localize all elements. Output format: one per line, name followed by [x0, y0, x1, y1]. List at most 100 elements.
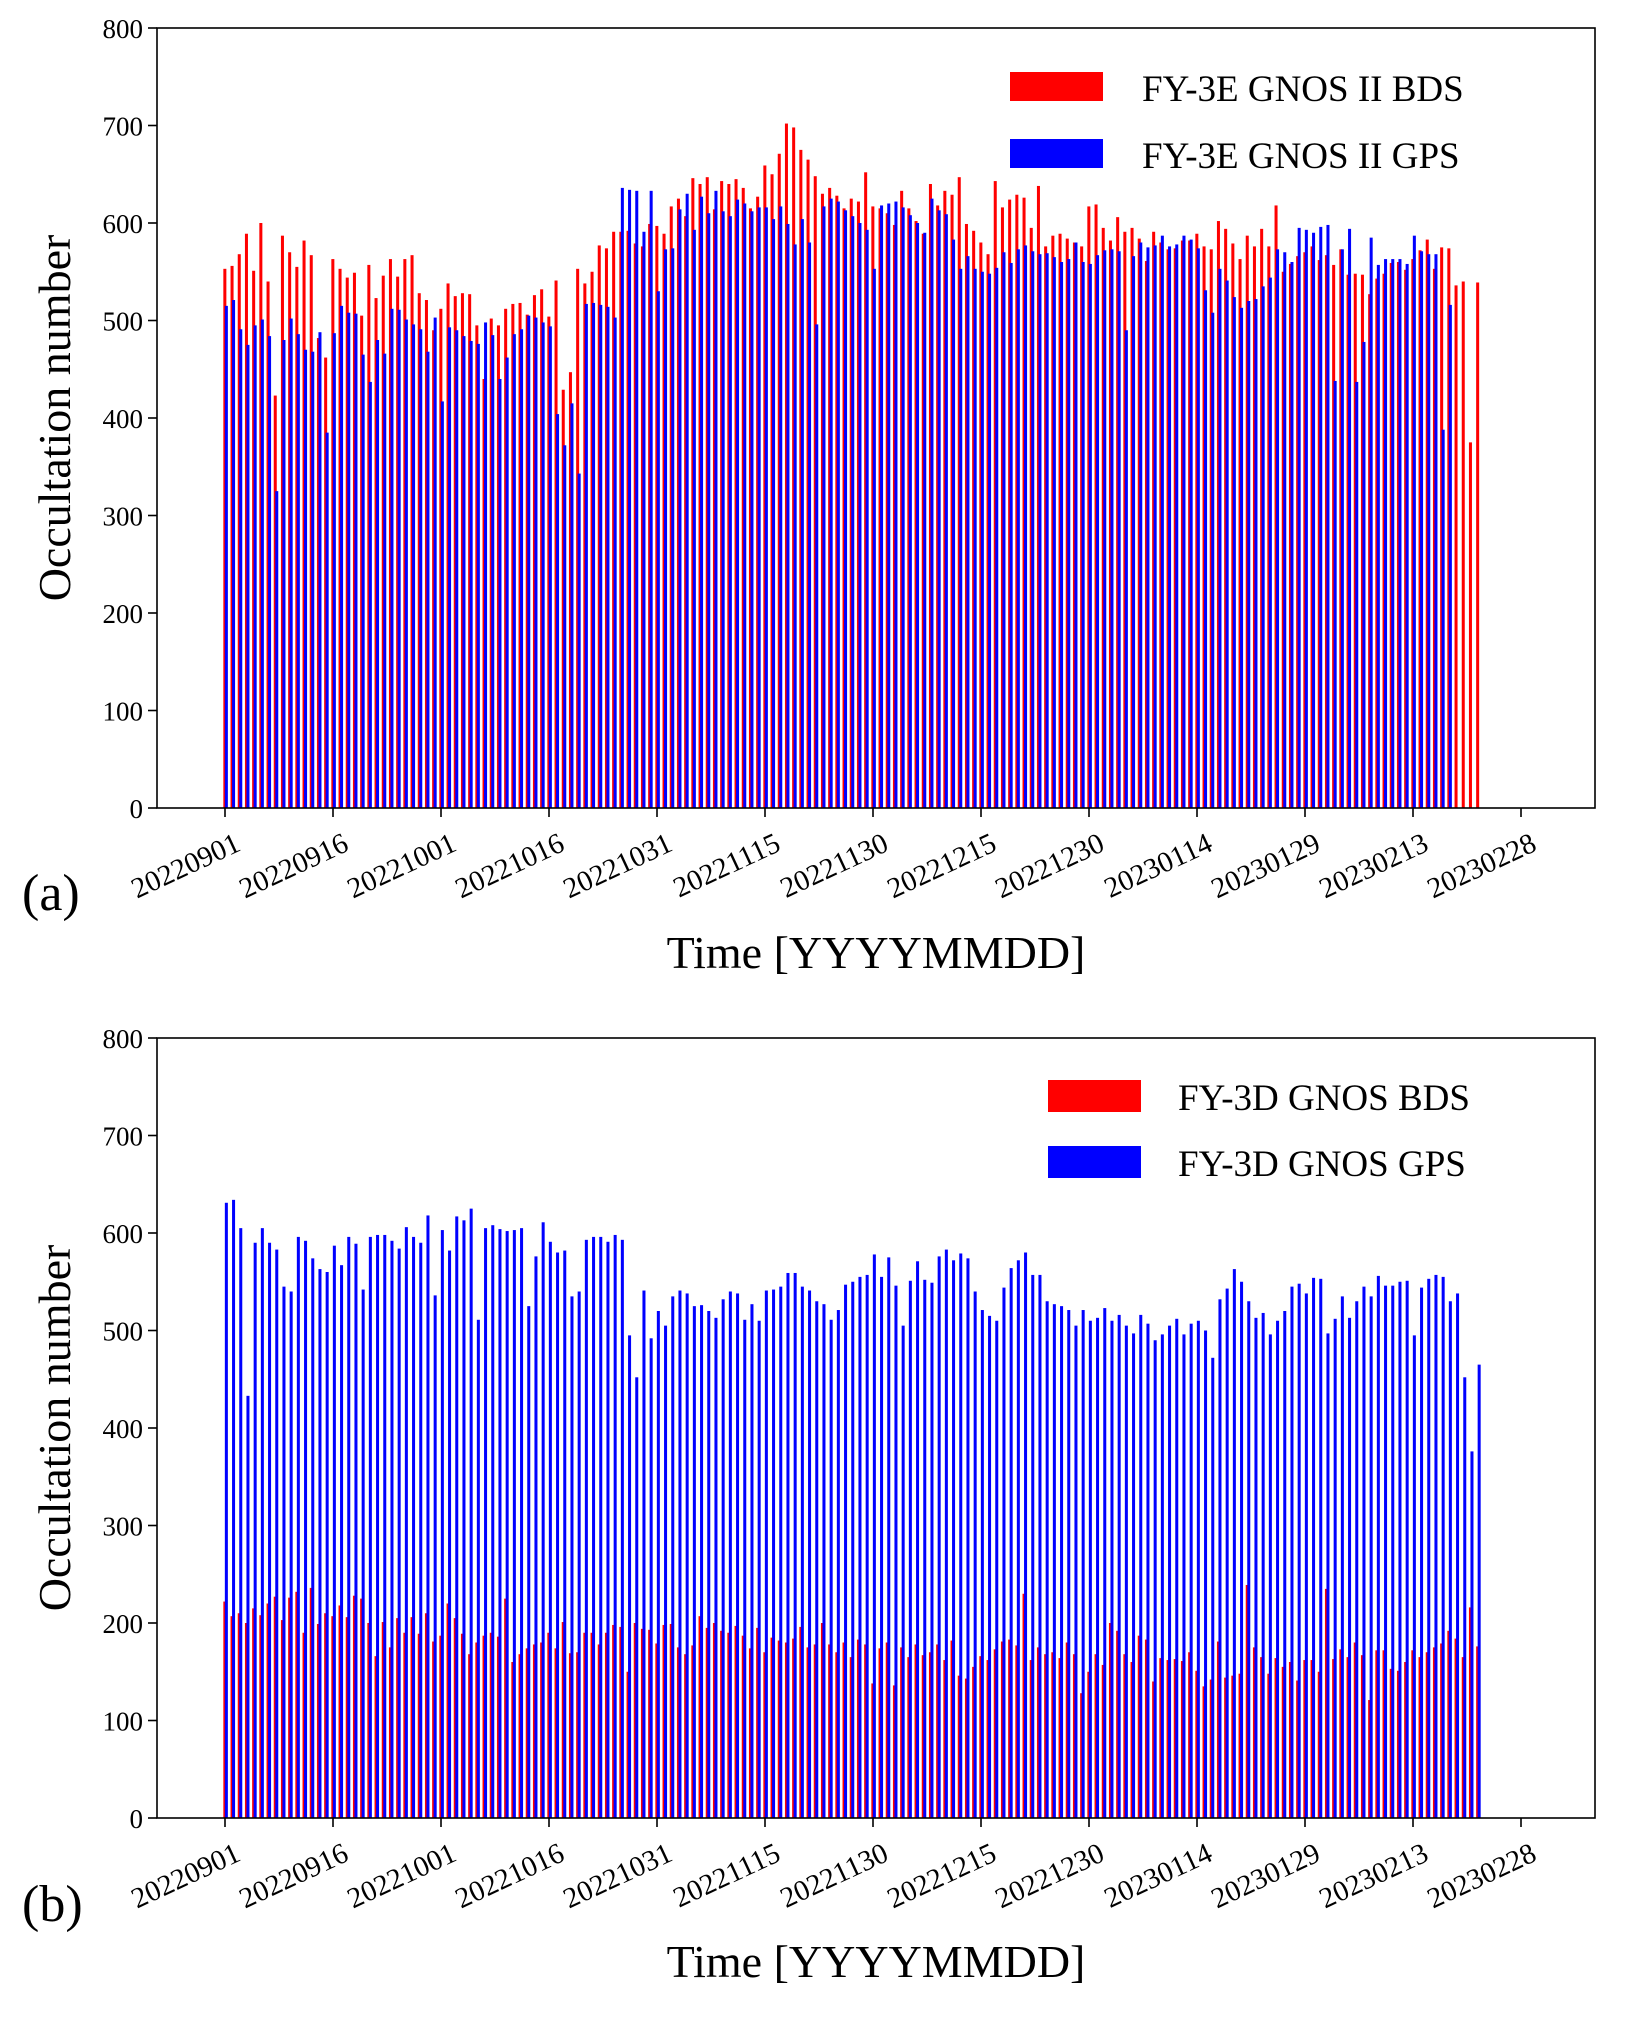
bar-a-gps-23	[390, 308, 394, 808]
bar-b-gps-83	[822, 1304, 826, 1818]
bar-b-gps-40	[512, 1230, 516, 1818]
bar-b-gps-8	[282, 1286, 286, 1819]
bar-a-gps-107	[995, 267, 999, 809]
bar-b-gps-105	[980, 1310, 984, 1818]
x-tick-label-b-9: 20230114	[1099, 1837, 1217, 1915]
legend-b: FY-3D GNOS BDS FY-3D GNOS GPS	[1048, 1078, 1470, 1185]
bar-b-gps-158	[1362, 1286, 1366, 1819]
bar-a-gps-17	[347, 312, 351, 808]
bar-b-gps-64	[685, 1293, 689, 1818]
bar-a-gps-22	[383, 353, 387, 808]
bar-b-gps-103	[966, 1258, 970, 1818]
bar-b-gps-138	[1218, 1299, 1222, 1818]
legend-a: FY-3E GNOS II BDS FY-3E GNOS II GPS	[1010, 69, 1464, 177]
bar-b-gps-137	[1211, 1357, 1215, 1818]
legend-swatch-gps-b	[1048, 1146, 1141, 1178]
bar-a-gps-94	[901, 207, 905, 808]
bar-a-bds-25	[403, 259, 407, 809]
bar-b-gps-152	[1319, 1278, 1323, 1818]
bar-a-gps-84	[829, 198, 833, 809]
bar-a-gps-129	[1153, 245, 1157, 808]
bar-b-gps-142	[1247, 1301, 1251, 1818]
bar-a-gps-9	[289, 318, 293, 808]
bar-a-gps-104	[973, 268, 977, 808]
bar-b-gps-45	[548, 1241, 552, 1818]
bar-b-gps-106	[988, 1315, 992, 1819]
bar-a-gps-159	[1369, 237, 1373, 809]
legend-label-gps-a: FY-3E GNOS II GPS	[1142, 136, 1460, 177]
bar-a-gps-49	[577, 473, 581, 808]
bar-a-gps-149	[1297, 227, 1301, 809]
bar-a-gps-35	[476, 343, 480, 808]
bar-a-gps-143	[1254, 299, 1258, 808]
bar-b-gps-4	[253, 1242, 257, 1818]
bar-a-gps-157	[1355, 381, 1359, 808]
bar-a-gps-0	[224, 305, 228, 808]
bar-b-gps-136	[1204, 1330, 1208, 1818]
bar-a-gps-25	[404, 319, 408, 808]
bar-a-gps-36	[484, 322, 488, 808]
bar-a-gps-152	[1319, 226, 1323, 808]
bar-b-gps-147	[1283, 1311, 1287, 1818]
bar-a-gps-115	[1052, 257, 1056, 809]
bar-b-gps-74	[757, 1320, 761, 1818]
bar-a-gps-21	[376, 340, 380, 808]
x-tick-label-a-6: 20221130	[775, 827, 893, 905]
bar-a-gps-4	[253, 325, 257, 809]
bar-a-gps-83	[822, 206, 826, 809]
bar-a-gps-144	[1261, 286, 1265, 809]
bar-a-gps-71	[736, 199, 740, 809]
bar-b-gps-128	[1146, 1323, 1150, 1818]
bar-b-gps-49	[577, 1291, 581, 1818]
bar-b-gps-114	[1045, 1301, 1049, 1818]
bar-b-gps-110	[1016, 1260, 1020, 1818]
bar-a-gps-14	[325, 432, 329, 809]
bar-a-gps-156	[1348, 228, 1352, 809]
bar-a-gps-8	[282, 340, 286, 808]
bar-a-gps-76	[772, 219, 776, 809]
bar-b-gps-62	[671, 1296, 675, 1819]
legend-label-bds-b: FY-3D GNOS BDS	[1178, 1078, 1470, 1119]
bar-b-gps-54	[613, 1234, 617, 1818]
bar-b-gps-102	[959, 1253, 963, 1818]
bar-b-gps-42	[527, 1306, 531, 1819]
bar-b-gps-80	[800, 1286, 804, 1819]
bar-a-gps-148	[1290, 262, 1294, 808]
bar-b-gps-30	[440, 1230, 444, 1818]
bar-a-gps-38	[498, 379, 502, 808]
bar-a-gps-114	[1045, 253, 1049, 809]
bar-b-gps-141	[1240, 1281, 1244, 1818]
bar-a-gps-73	[750, 211, 754, 809]
bar-b-gps-65	[692, 1306, 696, 1819]
bar-a-gps-47	[563, 445, 567, 808]
bar-b-gps-58	[642, 1290, 646, 1818]
bar-b-gps-39	[505, 1231, 509, 1818]
bar-b-gps-88	[858, 1276, 862, 1819]
bar-b-gps-127	[1139, 1314, 1143, 1818]
bar-b-gps-162	[1391, 1285, 1395, 1818]
bar-b-gps-44	[541, 1222, 545, 1818]
bar-b-gps-132	[1175, 1318, 1179, 1818]
bar-b-bds-25	[403, 1632, 407, 1818]
bar-b-gps-161	[1384, 1285, 1388, 1818]
bar-b-gps-70	[728, 1291, 732, 1818]
bar-a-gps-98	[930, 198, 934, 809]
panel-b: 0 100 200 300 400 500 600 700 800 20220901202209…	[22, 1024, 1596, 1987]
bar-b-gps-21	[376, 1234, 380, 1818]
bar-b-gps-67	[707, 1311, 711, 1818]
y-axis-ticks-a: 0 100 200 300 400 500 600 700 800	[103, 14, 157, 824]
bar-b-gps-135	[1196, 1320, 1200, 1818]
bar-b-bds-20	[367, 1623, 371, 1818]
bar-a-gps-133	[1182, 235, 1186, 809]
bar-a-gps-120	[1088, 263, 1092, 808]
bar-a-gps-1	[232, 300, 236, 808]
bar-a-gps-106	[988, 273, 992, 808]
x-axis-ticks-b: 2022090120220916202210012022101620221031…	[126, 1818, 1541, 1915]
bar-a-bds-20	[367, 264, 371, 808]
bar-b-gps-59	[649, 1338, 653, 1818]
bar-b-gps-1	[232, 1199, 236, 1818]
bar-a-gps-78	[786, 223, 790, 809]
bar-b-gps-139	[1225, 1288, 1229, 1818]
bar-a-gps-20	[368, 381, 372, 808]
